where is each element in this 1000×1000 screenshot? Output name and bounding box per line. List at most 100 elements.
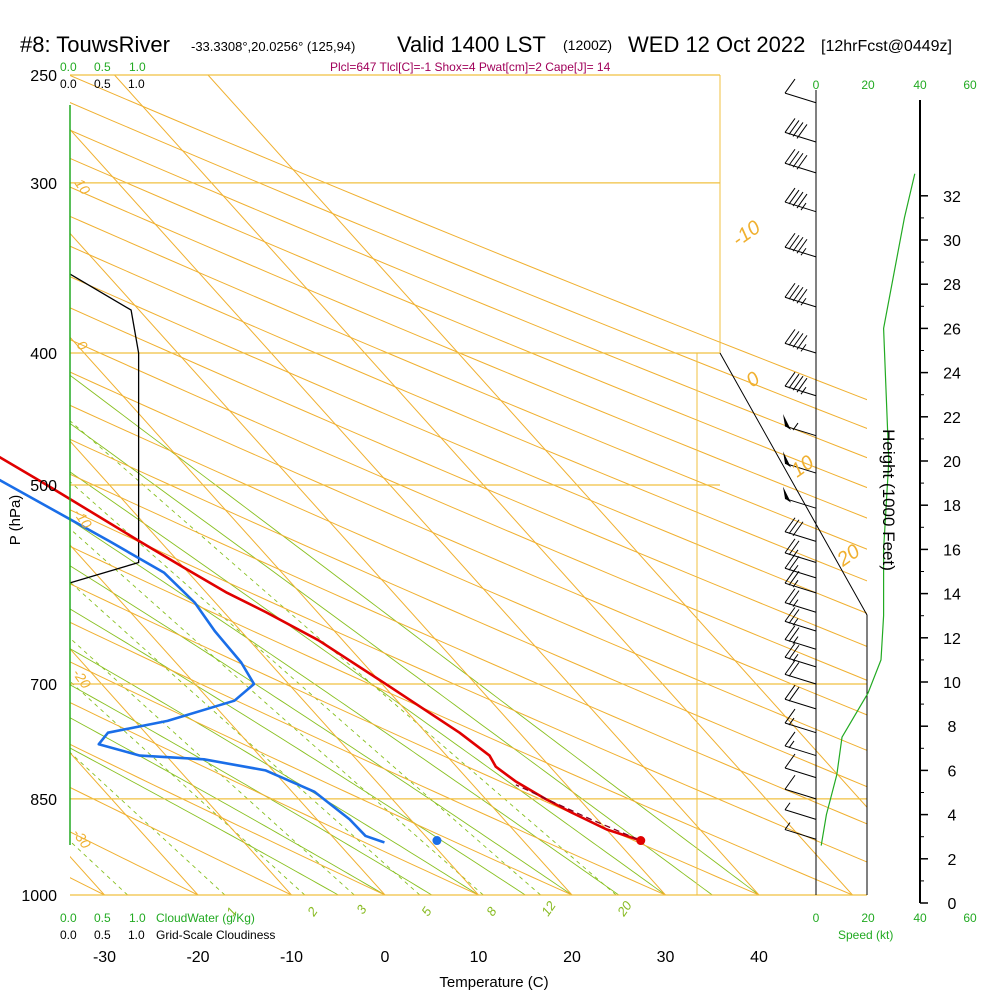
wind-barb-19	[784, 371, 817, 397]
wind-barb-shaft	[784, 656, 817, 668]
wind-barb-flag	[784, 607, 796, 622]
chart-forecast: [12hrFcst@0449z]	[821, 38, 952, 55]
wind-barb-flag	[792, 236, 804, 252]
wind-barb-flag	[796, 154, 808, 170]
wind-barb-flag	[796, 288, 808, 304]
mixing-ratio-label-8: 8	[483, 904, 500, 919]
p-tick-label-500: 500	[30, 478, 57, 495]
chart-coords: -33.3308°,20.0256° (125,94)	[191, 39, 355, 54]
wind-barb-24	[784, 148, 817, 174]
height-tick-label-4: 4	[948, 808, 957, 825]
wind-barb-flag	[784, 329, 796, 344]
dry-adiabat-100	[70, 371, 867, 716]
wind-barb-shaft	[784, 722, 817, 734]
wind-barb-16	[783, 486, 817, 509]
dry-adiabat-label-0: -10	[728, 216, 764, 251]
wind-barb-flag	[788, 555, 800, 571]
bottom-speed-tick-0: 0	[813, 911, 820, 925]
bottom-cloudwater-label: CloudWater (g/Kg)	[156, 911, 255, 925]
mixing-ratio-line-12	[70, 481, 541, 895]
wind-barb-flag	[784, 517, 796, 533]
wind-barb-flag	[784, 371, 796, 387]
wind-barb-half	[788, 740, 795, 749]
wind-barb-shaft	[784, 246, 817, 258]
wind-barb-flag	[788, 189, 800, 205]
wind-barb-flag	[796, 193, 808, 209]
wind-barb-flag	[784, 78, 796, 94]
dry-adiabat-10	[70, 701, 479, 895]
wind-barb-half	[792, 618, 799, 626]
wind-barb-shaft	[784, 425, 817, 437]
temp-tick-label-20: 20	[563, 949, 581, 966]
surface-marker-dewpoint	[432, 836, 442, 846]
temp-tick-label--10: -10	[280, 949, 303, 966]
wind-barb-5	[784, 708, 817, 734]
wind-barb-flag	[784, 642, 796, 658]
p-tick-label-400: 400	[30, 346, 57, 363]
wind-barb-flag	[784, 708, 796, 724]
dry-adiabat-80	[70, 438, 867, 788]
wind-barb-shaft	[784, 602, 817, 613]
top-cloudwater-tick-1: 0.5	[94, 60, 111, 74]
wind-barb-flag	[792, 122, 804, 137]
wind-barb-4	[784, 731, 817, 757]
mixing-ratio-line-2	[70, 680, 306, 895]
wind-barb-flag	[788, 331, 800, 346]
mixing-ratio-label-2: 2	[304, 904, 321, 920]
wind-speed-line	[820, 173, 916, 846]
wind-barb-flag	[784, 625, 796, 640]
wind-barb-pennant	[783, 414, 792, 431]
height-tick-label-0: 0	[948, 896, 957, 913]
bottom-cloudwater-tick-0: 0.0	[60, 911, 77, 925]
wind-barb-3	[784, 753, 817, 779]
temp-tick-label--30: -30	[93, 949, 116, 966]
wind-barb-shaft	[784, 698, 817, 710]
wind-barb-shaft	[784, 745, 817, 757]
height-tick-label-24: 24	[943, 366, 961, 383]
wind-barb-flag	[796, 124, 808, 139]
wind-barb-shaft	[784, 567, 817, 579]
wind-barb-flag	[784, 148, 796, 164]
moist-adiabat-30	[70, 471, 666, 895]
wind-barb-half	[788, 717, 795, 726]
height-tick-label-26: 26	[943, 321, 961, 338]
dry-adiabat-160	[70, 186, 867, 519]
wind-barb-7	[784, 660, 817, 685]
top-speed-tick-0: 0	[813, 78, 820, 92]
p-tick-label-1000: 1000	[21, 888, 57, 905]
height-tick-label-32: 32	[943, 189, 961, 206]
wind-barb-shaft	[784, 639, 817, 650]
moist-adiabat-10	[70, 648, 479, 895]
wind-barb-20	[784, 329, 817, 354]
dry-adiabat-label-1: 0	[742, 368, 764, 392]
temp-tick-label-10: 10	[470, 949, 488, 966]
wind-barb-half	[792, 422, 799, 431]
wind-barb-half	[792, 636, 799, 644]
wind-barb-flag	[788, 686, 800, 702]
dry-adiabat-50	[70, 545, 853, 895]
wind-barb-flag	[792, 333, 804, 348]
wind-barb-flag	[784, 774, 796, 790]
isotherm-0	[70, 544, 386, 895]
wind-barb-flag	[792, 521, 804, 537]
dry-adiabat-180	[70, 129, 867, 459]
wind-barb-flag	[784, 232, 796, 248]
dry-adiabat-label-9: -30	[70, 826, 95, 852]
wind-barb-shaft	[784, 131, 817, 143]
x-axis-title: Temperature (C)	[439, 974, 548, 991]
dry-adiabat-130	[70, 276, 867, 614]
wind-barb-26	[784, 78, 817, 104]
wind-barb-flag	[784, 588, 796, 603]
wind-barb-25	[784, 118, 817, 143]
top-cloudiness-tick-2: 1.0	[128, 77, 145, 91]
bottom-cloudiness-tick-1: 0.5	[94, 928, 111, 942]
chart-date: WED 12 Oct 2022	[628, 32, 805, 57]
wind-barb-flag	[792, 191, 804, 207]
sounding-series	[0, 455, 646, 846]
wind-barb-flag	[788, 644, 800, 660]
bottom-speed-tick-2: 40	[913, 911, 927, 925]
dry-adiabat-120	[70, 307, 867, 647]
moist-adiabats	[70, 374, 760, 895]
p-tick-label-700: 700	[30, 677, 57, 694]
